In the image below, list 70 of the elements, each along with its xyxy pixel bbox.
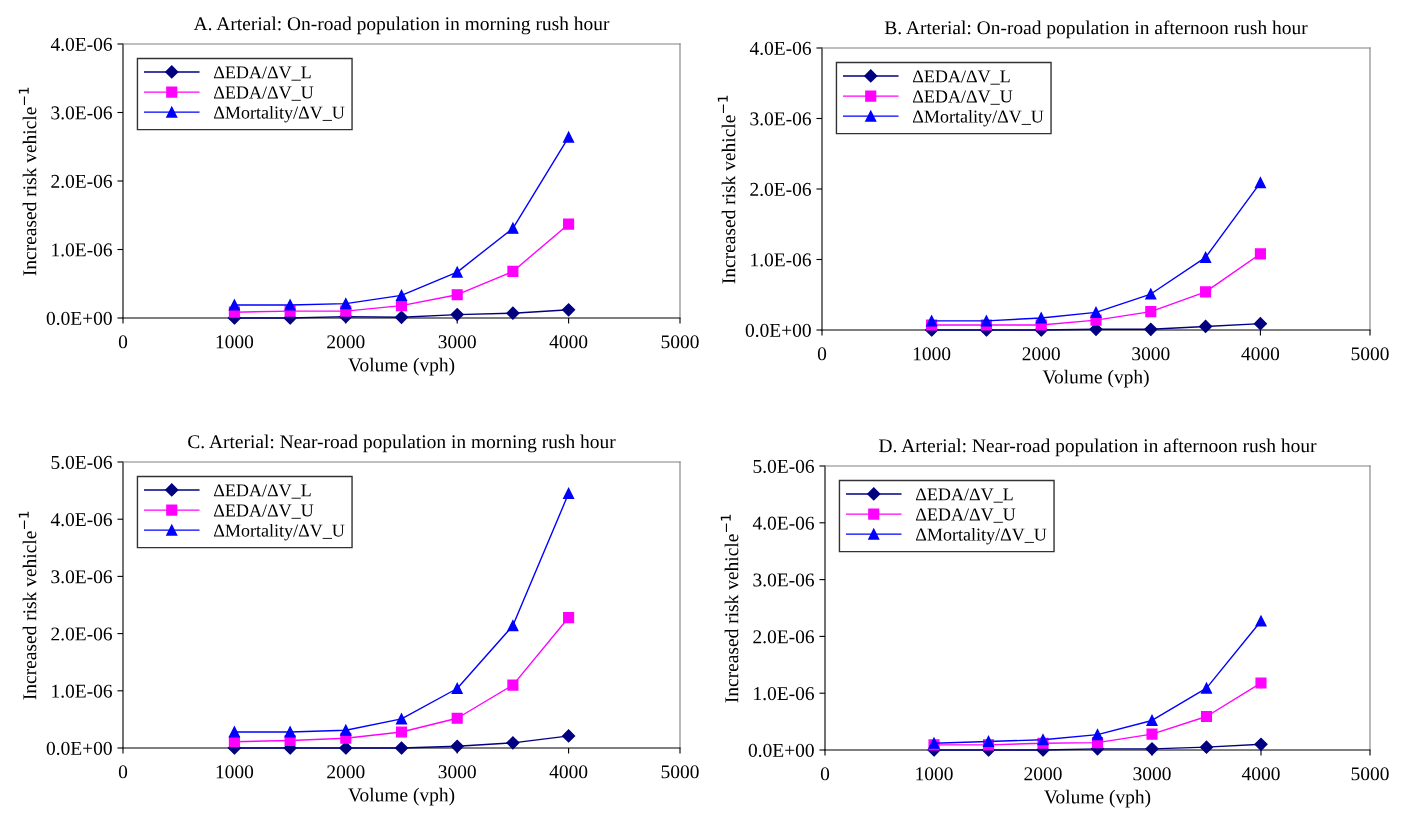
chart-title: A. Arterial: On-road population in morning rush hour — [193, 16, 610, 35]
legend-label: ΔEDA/ΔV_U — [213, 86, 314, 101]
legend-label: ΔMortality/ΔV_U — [912, 109, 1044, 127]
legend-label: ΔEDA/ΔV_U — [912, 90, 1013, 105]
legend-label: ΔMortality/ΔV_U — [213, 105, 345, 123]
x-tick-label: 2000 — [1024, 767, 1062, 781]
y-tick-label: 0.0E+00 — [46, 311, 112, 326]
y-tick-label: 3.0E-06 — [753, 573, 814, 587]
y-tick-label: 3.0E-06 — [51, 570, 112, 584]
chart-title: D. Arterial: Near-road population in afternoon rush hour — [879, 438, 1317, 457]
y-tick-label: 4.0E-06 — [752, 516, 814, 530]
y-tick-label: 1.0E-06 — [52, 684, 112, 698]
x-tick-label: 5000 — [1351, 347, 1389, 361]
legend-label: ΔMortality/ΔV_U — [915, 527, 1047, 545]
y-tick-label: 3.0E-06 — [51, 106, 112, 120]
y-tick-label: 2.0E-06 — [753, 630, 814, 644]
x-tick-label: 0 — [118, 765, 128, 779]
x-axis-title: Volume (vph) — [1044, 789, 1151, 808]
x-tick-label: 3000 — [1133, 767, 1171, 781]
legend-label: ΔEDA/ΔV_L — [213, 484, 311, 499]
x-tick-label: 2000 — [1022, 347, 1060, 361]
y-tick-label: 4.0E-06 — [50, 37, 112, 52]
x-tick-label: 0 — [820, 767, 830, 781]
legend-label: ΔEDA/ΔV_U — [213, 504, 314, 519]
legend-label: ΔEDA/ΔV_L — [213, 66, 311, 81]
y-axis-title: Increased risk vehicle$^{−1}$ — [18, 87, 37, 276]
y-tick-label: 0.0E+00 — [745, 323, 811, 338]
y-tick-label: 0.0E+00 — [748, 743, 814, 758]
legend-label: ΔEDA/ΔV_L — [915, 488, 1013, 503]
legend-label: ΔEDA/ΔV_L — [912, 70, 1010, 85]
chart-title: B. Arterial: On-road population in afternoon rush hour — [884, 20, 1308, 39]
y-tick-label: 0.0E+00 — [46, 741, 112, 756]
x-tick-label: 5000 — [661, 335, 699, 349]
x-tick-label: 3000 — [438, 765, 476, 779]
y-tick-label: 3.0E-06 — [750, 112, 812, 126]
x-tick-label: 3000 — [1132, 347, 1170, 361]
y-tick-label: 4.0E-06 — [749, 41, 812, 56]
y-tick-label: 2.0E-06 — [750, 182, 812, 197]
x-axis-title: Volume (vph) — [348, 787, 455, 806]
x-tick-label: 1000 — [216, 765, 254, 779]
x-tick-label: 1000 — [913, 347, 951, 361]
x-tick-label: 4000 — [549, 765, 588, 779]
x-tick-label: 5000 — [1351, 767, 1389, 781]
y-tick-label: 4.0E-06 — [50, 513, 112, 527]
y-tick-label: 1.0E-06 — [52, 243, 112, 257]
legend-label: ΔMortality/ΔV_U — [213, 523, 345, 541]
x-axis-title: Volume (vph) — [1042, 369, 1149, 388]
x-tick-label: 1000 — [916, 767, 953, 781]
x-tick-label: 5000 — [661, 765, 699, 779]
x-tick-label: 4000 — [1241, 767, 1280, 781]
chart-title: C. Arterial: Near-road population in morning rush hour — [188, 434, 616, 453]
y-axis-title: Increased risk vehicle$^{−1}$ — [720, 514, 739, 703]
y-tick-label: 2.0E-06 — [51, 174, 112, 189]
x-tick-label: 4000 — [1241, 347, 1280, 361]
y-tick-label: 1.0E-06 — [754, 687, 814, 701]
x-tick-label: 2000 — [327, 335, 365, 349]
legend-label: ΔEDA/ΔV_U — [915, 508, 1016, 523]
y-tick-label: 2.0E-06 — [51, 627, 112, 641]
x-tick-label: 2000 — [327, 765, 365, 779]
y-axis-title: Increased risk vehicle$^{−1}$ — [717, 95, 736, 284]
x-tick-label: 0 — [817, 347, 827, 361]
y-tick-label: 1.0E-06 — [751, 253, 812, 267]
x-tick-label: 0 — [118, 335, 128, 349]
x-axis-title: Volume (vph) — [348, 357, 455, 376]
y-tick-label: 5.0E-06 — [51, 455, 112, 470]
y-axis-title: Increased risk vehicle$^{−1}$ — [18, 511, 37, 700]
y-tick-label: 5.0E-06 — [753, 459, 814, 474]
x-tick-label: 1000 — [216, 335, 254, 349]
x-tick-label: 4000 — [549, 335, 588, 349]
x-tick-label: 3000 — [438, 335, 476, 349]
